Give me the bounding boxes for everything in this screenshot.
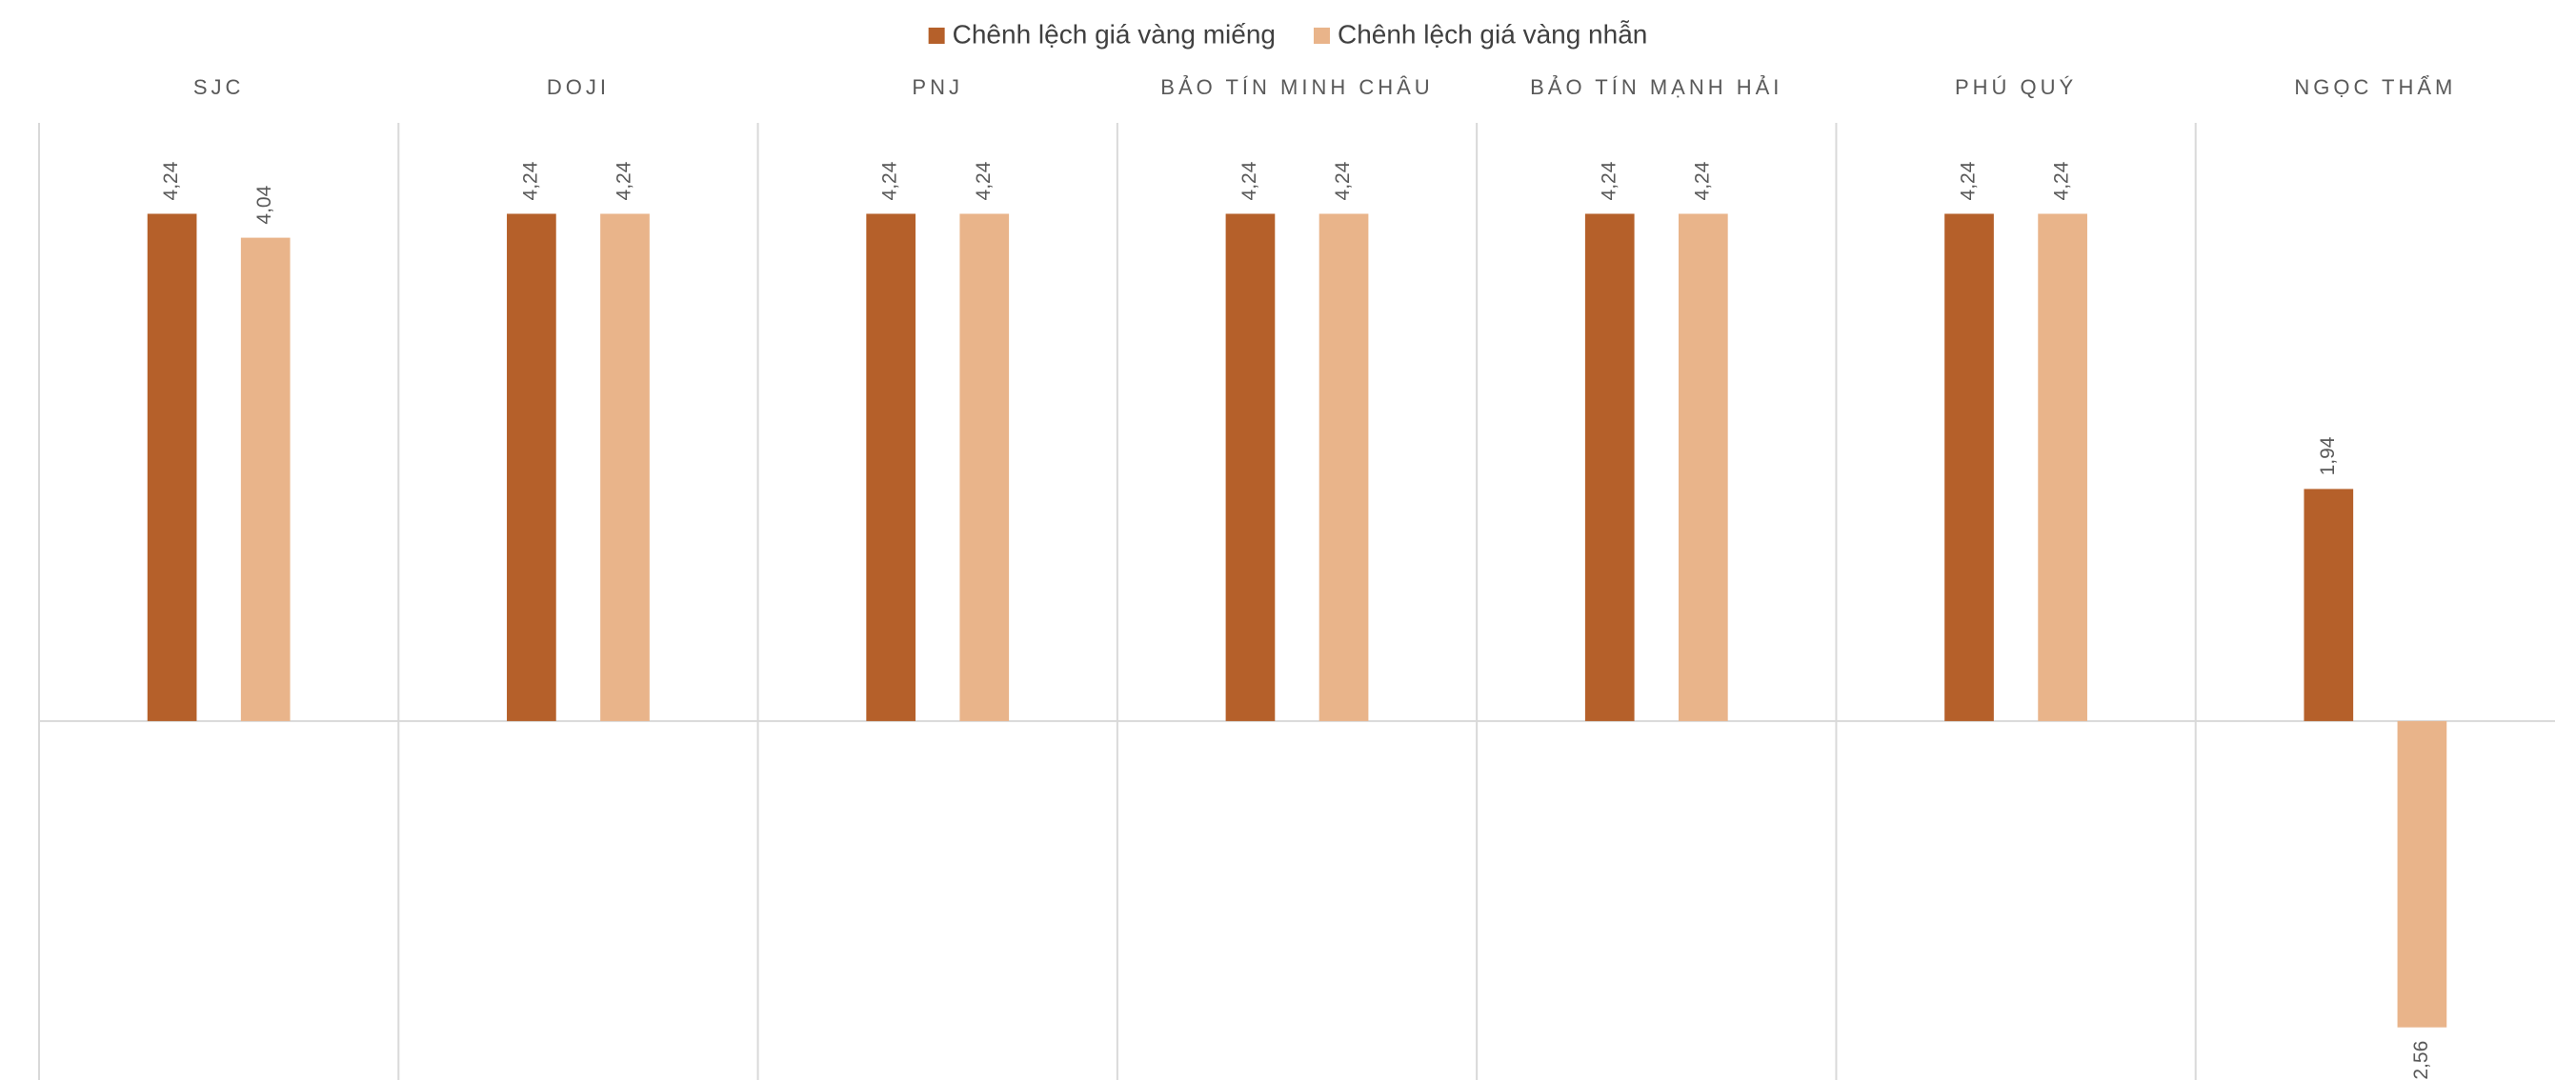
category-label: PNJ	[912, 75, 963, 99]
value-label: 1,94	[2317, 436, 2339, 475]
value-label: 4,24	[160, 161, 182, 200]
legend-swatch	[928, 28, 945, 44]
bar	[1225, 213, 1276, 722]
bar	[866, 213, 916, 722]
legend-label: Chênh lệch giá vàng miếng	[953, 19, 1276, 49]
bar	[147, 213, 197, 722]
legend-swatch	[1313, 28, 1330, 44]
bar	[507, 213, 556, 722]
value-label: 4,04	[253, 185, 275, 224]
value-label: 4,24	[1958, 161, 1980, 200]
bar	[1944, 213, 1994, 722]
value-label: 4,24	[2051, 161, 2073, 200]
category-label: BẢO TÍN MẠNH HẢI	[1530, 75, 1782, 99]
category-label: SJC	[193, 75, 245, 99]
category-label: NGỌC THẨM	[2294, 75, 2456, 99]
bar	[600, 213, 650, 722]
value-label: 4,24	[1691, 161, 1713, 200]
category-label: PHÚ QUÝ	[1955, 75, 2077, 99]
legend-label: Chênh lệch giá vàng nhẫn	[1338, 19, 1647, 49]
bar	[2304, 489, 2354, 722]
bar	[2397, 721, 2447, 1028]
value-label: 4,24	[1598, 161, 1620, 200]
value-label: 4,24	[879, 161, 901, 200]
bar	[1678, 213, 1728, 722]
value-label: 4,24	[973, 161, 995, 200]
value-label: 4,24	[1332, 161, 1354, 200]
value-label: 4,24	[519, 161, 541, 200]
category-label: DOJI	[547, 75, 610, 99]
category-label: BẢO TÍN MINH CHÂU	[1160, 75, 1433, 99]
value-label: -2,56	[2410, 1041, 2432, 1080]
bar	[2038, 213, 2087, 722]
bar	[240, 237, 291, 722]
bar	[959, 213, 1010, 722]
value-label: 4,24	[614, 161, 635, 200]
value-label: 4,24	[1238, 161, 1260, 200]
bar	[1318, 213, 1369, 722]
bar	[1584, 213, 1635, 722]
